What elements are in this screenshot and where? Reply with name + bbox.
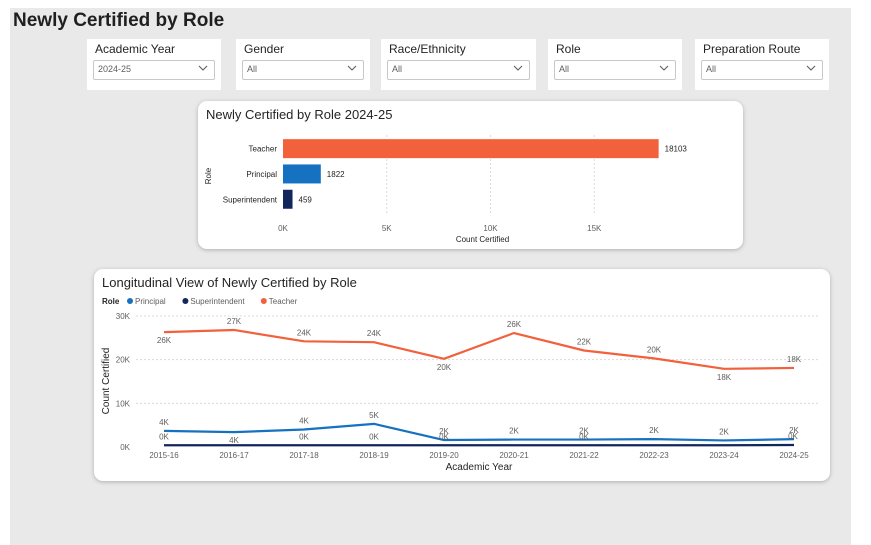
x-tick-label: 2021-22: [569, 451, 599, 460]
y-tick-label: 10K: [116, 399, 131, 408]
data-label: 1822: [327, 170, 345, 179]
category-label: Principal: [246, 170, 277, 179]
data-label: 2K: [439, 427, 449, 436]
y-tick-label: 0K: [120, 443, 130, 452]
data-label: 24K: [367, 329, 382, 338]
data-label: 4K: [299, 417, 309, 426]
legend-item-teacher: Teacher: [269, 297, 298, 306]
data-label: 0K: [159, 432, 169, 441]
x-tick-label: 2018-19: [359, 451, 389, 460]
chevron-down-icon: [806, 65, 816, 71]
data-label: 2K: [509, 427, 519, 436]
slicer-label: Race/Ethnicity: [389, 42, 466, 56]
series-line-teacher: [163, 328, 795, 370]
slicer-role: Role All: [548, 39, 682, 90]
data-label: 22K: [577, 337, 592, 346]
slicer-value: All: [559, 64, 570, 74]
slicer-race-ethnicity: Race/Ethnicity All: [381, 39, 536, 90]
slicer-value: All: [247, 64, 258, 74]
page-title: Newly Certified by Role: [13, 10, 225, 31]
slicer-label: Preparation Route: [703, 42, 801, 56]
data-label: 26K: [507, 320, 522, 329]
data-label: 18103: [665, 145, 688, 154]
category-label: Superintendent: [223, 195, 278, 204]
chevron-down-icon: [659, 65, 669, 71]
data-label: 26K: [157, 336, 172, 345]
legend-item-principal: Principal: [135, 297, 166, 306]
gender-dropdown[interactable]: All: [242, 60, 364, 80]
slicer-gender: Gender All: [236, 39, 370, 90]
x-tick-label: 5K: [382, 224, 392, 233]
y-tick-label: 30K: [116, 312, 131, 321]
x-tick-label: 2020-21: [499, 451, 529, 460]
data-label: 18K: [717, 373, 732, 382]
bar-superintendent: [283, 189, 293, 209]
data-label: 2K: [649, 426, 659, 435]
x-tick-label: 2024-25: [779, 451, 809, 460]
x-axis-label: Count Certified: [456, 235, 509, 244]
race-ethnicity-dropdown[interactable]: All: [387, 60, 530, 80]
bar-chart: 0K 5K 10K 15K Count Certified Role Teacher 1810…: [204, 135, 688, 244]
bar-principal: [283, 164, 321, 184]
role-dropdown[interactable]: All: [554, 60, 676, 80]
y-axis-label: Count Certified: [101, 348, 112, 415]
line-chart-title: Longitudinal View of Newly Certified by …: [102, 275, 357, 290]
data-label: 4K: [229, 436, 239, 445]
data-label: 0K: [369, 432, 379, 441]
line-chart[interactable]: Role Principal Superintendent Teacher 0K 10K 2…: [94, 269, 830, 481]
preparation-route-dropdown[interactable]: All: [701, 60, 823, 80]
slicer-value: All: [392, 64, 403, 74]
x-axis-label: Academic Year: [446, 462, 513, 473]
x-tick-label: 2016-17: [219, 451, 249, 460]
category-label: Teacher: [249, 145, 278, 154]
data-label: 27K: [227, 317, 242, 326]
bar-teacher: [283, 139, 659, 159]
chevron-down-icon: [513, 65, 523, 71]
slicer-value: 2024-25: [98, 64, 132, 74]
y-tick-label: 20K: [116, 356, 131, 365]
y-axis-label: Role: [204, 167, 213, 184]
slicer-academic-year: Academic Year 2024-25: [87, 39, 221, 90]
data-label: 20K: [647, 345, 662, 354]
data-label: 20K: [437, 363, 452, 372]
slicer-value: All: [706, 64, 717, 74]
legend-title: Role: [102, 297, 120, 306]
x-tick-label: 2022-23: [639, 451, 669, 460]
data-label: 5K: [369, 411, 379, 420]
x-tick-label: 2015-16: [149, 451, 179, 460]
x-tick-label: 15K: [587, 224, 602, 233]
data-label: 2K: [719, 427, 729, 436]
x-tick-label: 2019-20: [429, 451, 459, 460]
data-label: 4K: [159, 418, 169, 427]
x-tick-label: 0K: [278, 224, 288, 233]
bar-chart-card: Newly Certified by Role 2024-25 0K 5K 10K 1…: [198, 101, 743, 249]
bar-chart-title: Newly Certified by Role 2024-25: [206, 107, 393, 122]
legend-item-superintendent: Superintendent: [190, 297, 245, 306]
chevron-down-icon: [347, 65, 357, 71]
series-line-principal: [163, 422, 795, 442]
chevron-down-icon: [198, 65, 208, 71]
slicer-label: Academic Year: [95, 42, 176, 56]
legend-marker-principal: [127, 298, 133, 304]
data-label: 459: [299, 195, 313, 204]
x-tick-label: 2023-24: [709, 451, 739, 460]
slicer-label: Gender: [244, 42, 285, 56]
x-tick-label: 2017-18: [289, 451, 319, 460]
data-label: 24K: [297, 328, 312, 337]
data-label: 0K: [439, 432, 449, 441]
line-chart-card: Longitudinal View of Newly Certified by …: [94, 269, 830, 481]
legend-marker-teacher: [260, 298, 267, 304]
data-label: 18K: [787, 355, 802, 364]
data-label: 2K: [789, 426, 799, 435]
x-tick-label: 10K: [483, 224, 498, 233]
data-label: 0K: [788, 432, 798, 441]
data-label: 0K: [299, 432, 309, 441]
legend-marker-superintendent: [182, 298, 189, 304]
data-label: 2K: [579, 427, 589, 436]
academic-year-dropdown[interactable]: 2024-25: [93, 60, 215, 80]
data-label: 0K: [579, 432, 589, 441]
slicer-preparation-route: Preparation Route All: [695, 39, 829, 90]
slicer-label: Role: [556, 42, 581, 56]
